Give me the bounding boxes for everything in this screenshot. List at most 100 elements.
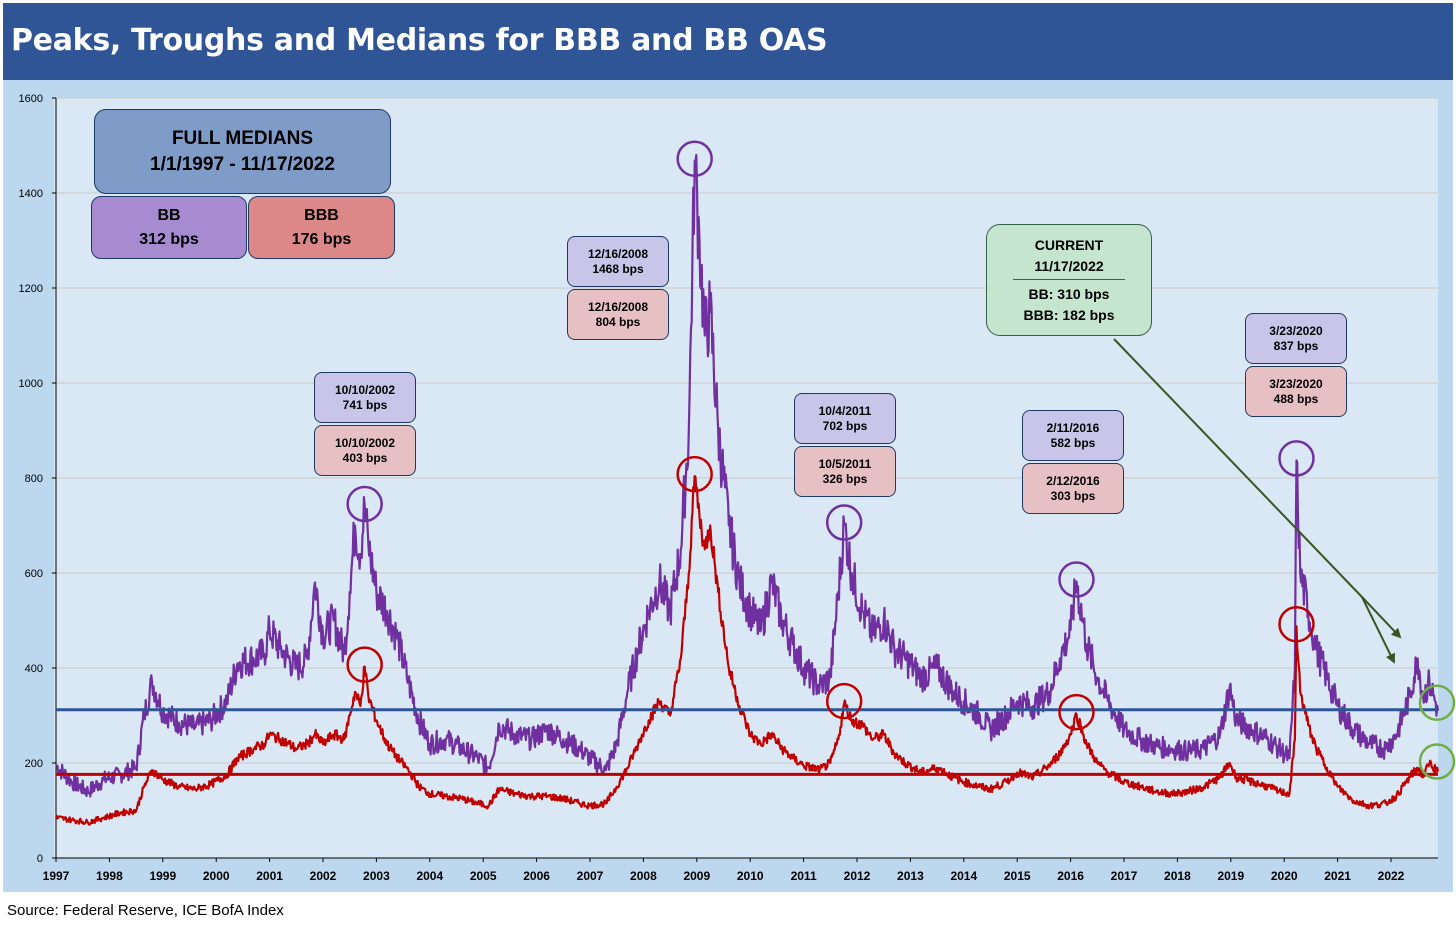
y-tick-label: 1200: [19, 283, 43, 295]
peak-label-bbb-2008: 12/16/2008 804 bps: [567, 289, 669, 340]
peak-bbb-value: 804 bps: [595, 314, 641, 329]
bb-peak-marker: [346, 485, 383, 523]
x-tick-label: 2011: [791, 869, 817, 883]
y-tick-label: 400: [25, 663, 43, 675]
x-tick-label: 2006: [523, 869, 550, 883]
x-tick-label: 2022: [1378, 869, 1405, 883]
median-bbb-box: BBB 176 bps: [248, 196, 395, 259]
current-title: CURRENT: [1034, 236, 1104, 253]
y-tick-label: 1600: [19, 93, 43, 105]
x-tick-label: 2020: [1271, 869, 1298, 883]
bbb-peak-marker: [1058, 693, 1095, 731]
x-tick-label: 2016: [1057, 869, 1084, 883]
peak-bbb-value: 303 bps: [1050, 488, 1096, 503]
peak-label-bbb-2020: 3/23/2020 488 bps: [1245, 366, 1347, 417]
bbb-peak-marker: [346, 646, 383, 683]
peak-bbb-value: 326 bps: [822, 471, 868, 486]
peak-bb-value: 1468 bps: [592, 261, 644, 276]
peak-bb-date: 12/16/2008: [587, 246, 649, 261]
peak-bbb-date: 12/16/2008: [587, 299, 649, 314]
peak-bbb-date: 10/10/2002: [334, 435, 396, 450]
current-bb: BB: 310 bps: [1028, 285, 1110, 302]
median-bb-box: BB 312 bps: [91, 196, 247, 259]
bbb-peak-marker: [676, 455, 713, 493]
peak-label-bb-2008: 12/16/2008 1468 bps: [567, 236, 669, 287]
current-arrow-to-bbb: [1361, 596, 1395, 664]
x-tick-label: 2013: [897, 869, 924, 883]
peak-bb-value: 582 bps: [1050, 435, 1096, 450]
x-tick-label: 2010: [737, 869, 764, 883]
medians-title-line2: 1/1/1997 - 11/17/2022: [150, 153, 335, 175]
chart-title: Peaks, Troughs and Medians for BBB and B…: [11, 23, 828, 58]
peak-bb-value: 741 bps: [342, 397, 388, 412]
bb-peak-marker: [825, 504, 863, 541]
bbb-oas-line: [55, 475, 1440, 826]
bbb-peak-marker: [1278, 605, 1315, 643]
current-bbb-marker: [1418, 743, 1456, 780]
current-arrow-shaft: [1113, 338, 1363, 598]
x-tick-label: 2008: [630, 869, 657, 883]
median-bb-value: 312 bps: [139, 230, 199, 248]
medians-title-line1: FULL MEDIANS: [171, 127, 314, 149]
x-tick-label: 1997: [43, 869, 70, 883]
bb-peak-marker: [1278, 440, 1315, 477]
x-tick-label: 2000: [203, 869, 230, 883]
peak-bb-date: 2/11/2016: [1046, 420, 1100, 435]
x-tick-label: 2012: [844, 869, 871, 883]
median-bb-label: BB: [157, 206, 181, 224]
x-tick-label: 2015: [1004, 869, 1031, 883]
x-tick-label: 2001: [256, 869, 283, 883]
bbb-peak-marker: [825, 682, 863, 720]
peak-bbb-date: 2/12/2016: [1046, 473, 1100, 488]
y-tick-label: 0: [37, 853, 43, 865]
x-tick-label: 2021: [1324, 869, 1351, 883]
x-tick-label: 2009: [683, 869, 710, 883]
peak-label-bb-2002: 10/10/2002 741 bps: [314, 372, 416, 423]
peak-bb-date: 3/23/2020: [1269, 323, 1323, 338]
bb-oas-line: [55, 153, 1440, 798]
peak-label-bbb-2016: 2/12/2016 303 bps: [1022, 463, 1124, 514]
peak-label-bb-2020: 3/23/2020 837 bps: [1245, 313, 1347, 364]
title-bar: Peaks, Troughs and Medians for BBB and B…: [3, 3, 1453, 80]
x-tick-label: 2017: [1111, 869, 1138, 883]
current-bb-marker: [1418, 684, 1456, 721]
x-tick-label: 2002: [310, 869, 337, 883]
peak-bb-value: 702 bps: [822, 418, 868, 433]
x-tick-label: 2004: [416, 869, 443, 883]
current-bbb: BBB: 182 bps: [1023, 306, 1115, 323]
y-tick-label: 200: [25, 758, 43, 770]
current-arrow-to-bb: [1361, 596, 1402, 639]
x-tick-label: 2018: [1164, 869, 1191, 883]
peak-bb-date: 10/4/2011: [818, 403, 872, 418]
bb-peak-marker: [676, 140, 713, 177]
y-tick-label: 1000: [19, 378, 43, 390]
peak-label-bb-2016: 2/11/2016 582 bps: [1022, 410, 1124, 461]
current-date: 11/17/2022: [1034, 257, 1104, 274]
bb-peak-marker: [1058, 561, 1095, 598]
current-values-box: CURRENT 11/17/2022 BB: 310 bps BBB: 182 …: [986, 224, 1152, 336]
medians-title-box: FULL MEDIANS 1/1/1997 - 11/17/2022: [94, 109, 391, 194]
x-tick-label: 1998: [96, 869, 123, 883]
peak-bbb-value: 403 bps: [342, 450, 388, 465]
x-tick-label: 2019: [1217, 869, 1244, 883]
peak-label-bbb-2002: 10/10/2002 403 bps: [314, 425, 416, 476]
y-tick-label: 800: [25, 473, 43, 485]
peak-bbb-value: 488 bps: [1273, 391, 1319, 406]
x-tick-label: 1999: [149, 869, 176, 883]
x-tick-label: 2007: [577, 869, 604, 883]
peak-bbb-date: 10/5/2011: [818, 456, 872, 471]
current-separator: [1013, 278, 1125, 280]
y-tick-label: 600: [25, 568, 43, 580]
peak-bb-value: 837 bps: [1273, 338, 1319, 353]
peak-label-bbb-2011: 10/5/2011 326 bps: [794, 446, 896, 497]
median-bbb-label: BBB: [304, 206, 339, 224]
peak-label-bb-2011: 10/4/2011 702 bps: [794, 393, 896, 444]
x-tick-label: 2005: [470, 869, 497, 883]
source-note: Source: Federal Reserve, ICE BofA Index: [7, 902, 284, 919]
peak-bb-date: 10/10/2002: [334, 382, 396, 397]
x-tick-label: 2003: [363, 869, 390, 883]
median-bbb-value: 176 bps: [291, 230, 352, 248]
y-tick-label: 1400: [19, 188, 43, 200]
peak-bbb-date: 3/23/2020: [1269, 376, 1323, 391]
